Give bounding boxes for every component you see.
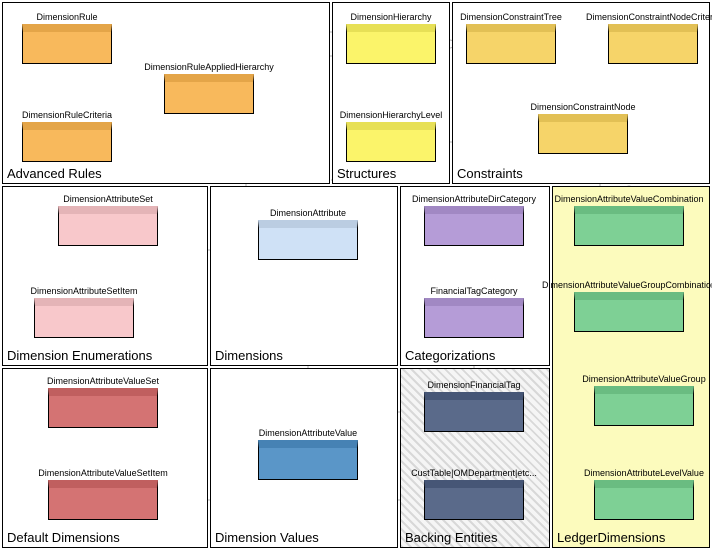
- entity-label: DimensionAttributeValueSet: [47, 376, 159, 386]
- entity-label: DimensionConstraintTree: [460, 12, 562, 22]
- entity-dimension-rule: [22, 24, 112, 64]
- entity-dimension-attribute-dir-category: [424, 206, 524, 246]
- panel-label: Structures: [337, 166, 396, 181]
- entity-dimension-attribute-value-combination: [574, 206, 684, 246]
- panel-label: Categorizations: [405, 348, 495, 363]
- panel-label: Dimension Enumerations: [7, 348, 152, 363]
- entity-label: DimensionRuleAppliedHierarchy: [144, 62, 274, 72]
- entity-label: DimensionRuleCriteria: [22, 110, 112, 120]
- entity-label: FinancialTagCategory: [430, 286, 517, 296]
- entity-dimension-hierarchy-level: [346, 122, 436, 162]
- panel-label: LedgerDimensions: [557, 530, 665, 545]
- entity-label: DimensionAttributeLevelValue: [584, 468, 704, 478]
- panel-label: Advanced Rules: [7, 166, 102, 181]
- entity-dimension-constraint-node-criteria: [608, 24, 698, 64]
- entity-label: DimensionAttributeValueGroup: [582, 374, 705, 384]
- entity-dimension-attribute: [258, 220, 358, 260]
- entity-dimension-rule-criteria: [22, 122, 112, 162]
- entity-label: DimensionAttributeDirCategory: [412, 194, 536, 204]
- entity-dimension-constraint-tree: [466, 24, 556, 64]
- entity-label: DimensionAttributeValueGroupCombination: [542, 280, 712, 290]
- entity-label: DimensionAttributeValue: [259, 428, 357, 438]
- entity-dimension-attribute-level-value: [594, 480, 694, 520]
- entity-label: DimensionHierarchy: [350, 12, 431, 22]
- entity-label: DimensionAttributeSet: [63, 194, 153, 204]
- panel-label: Constraints: [457, 166, 523, 181]
- entity-dimension-attribute-value: [258, 440, 358, 480]
- entity-dimension-constraint-node: [538, 114, 628, 154]
- entity-dimension-financial-tag: [424, 392, 524, 432]
- entity-dimension-attribute-value-group: [594, 386, 694, 426]
- entity-label: DimensionConstraintNode: [530, 102, 635, 112]
- entity-dimension-attribute-value-group-combination: [574, 292, 684, 332]
- entity-label: DimensionRule: [36, 12, 97, 22]
- entity-dimension-attribute-set-item: [34, 298, 134, 338]
- panel-label: Dimensions: [215, 348, 283, 363]
- panel-label: Default Dimensions: [7, 530, 120, 545]
- entity-financial-tag-category: [424, 298, 524, 338]
- entity-label: DimensionAttributeSetItem: [30, 286, 137, 296]
- entity-dimension-rule-applied-hierarchy: [164, 74, 254, 114]
- entity-dimension-attribute-set: [58, 206, 158, 246]
- entity-dimension-attribute-value-set-item: [48, 480, 158, 520]
- panel-label: Dimension Values: [215, 530, 319, 545]
- entity-label: DimensionAttributeValueSetItem: [38, 468, 167, 478]
- entity-label: DimensionHierarchyLevel: [340, 110, 443, 120]
- entity-cust-table-om-dept: [424, 480, 524, 520]
- panel-label: Backing Entities: [405, 530, 498, 545]
- entity-label: DimensionAttribute: [270, 208, 346, 218]
- entity-dimension-hierarchy: [346, 24, 436, 64]
- entity-dimension-attribute-value-set: [48, 388, 158, 428]
- entity-label: DimensionFinancialTag: [427, 380, 520, 390]
- entity-label: DimensionAttributeValueCombination: [555, 194, 704, 204]
- entity-label: CustTable|OMDepartment|etc...: [411, 468, 537, 478]
- entity-label: DimensionConstraintNodeCriteria: [586, 12, 712, 22]
